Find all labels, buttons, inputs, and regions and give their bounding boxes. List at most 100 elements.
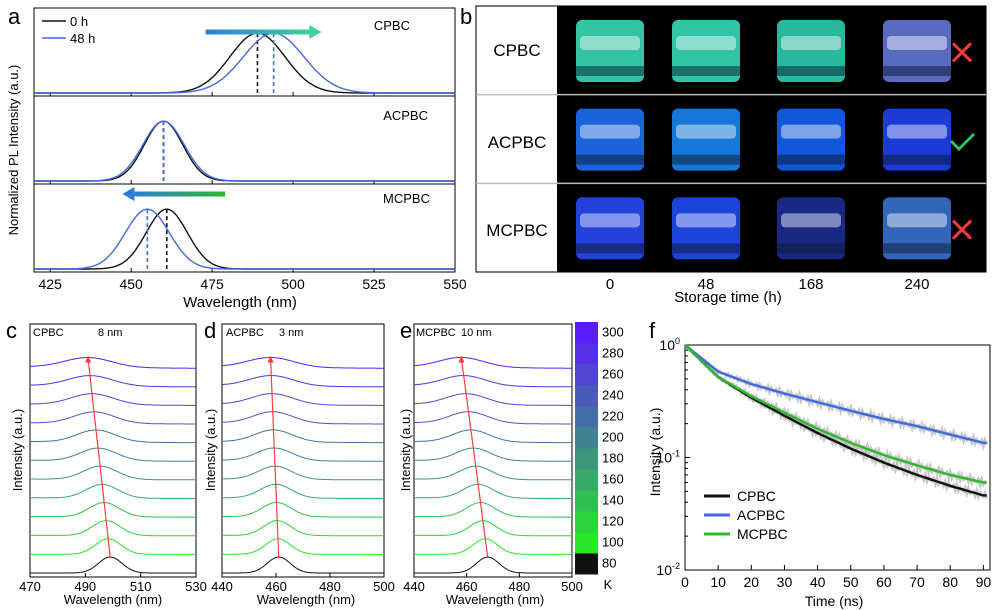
spectrum-80K: [222, 556, 384, 574]
vial-glow-band: [580, 36, 640, 50]
vial-meniscus: [883, 66, 951, 76]
tick-label: 500: [373, 579, 395, 594]
panel-d-label: ACPBC: [226, 327, 264, 339]
spectrum-180K: [414, 465, 572, 481]
colorbar-tick-label: 260: [602, 367, 624, 382]
panel-a-series-0h: [34, 32, 455, 94]
panel-c-ylabel: Intensity (a.u.): [10, 409, 25, 491]
legend-48h: 48 h: [70, 31, 95, 46]
panel-b: 0 48 168 240: [475, 5, 987, 293]
panel-a-tick-label: 550: [443, 276, 467, 292]
legend-0h: 0 h: [70, 14, 88, 29]
vial-mcpbc-48h: [672, 197, 740, 260]
peak-shift-line: [460, 358, 489, 558]
panel-f-legend-label-acpbc: ACPBC: [737, 507, 785, 523]
vial-acpbc-240h: [883, 108, 951, 171]
panel-frame: [29, 323, 197, 578]
spectrum-300K: [221, 356, 384, 369]
panel-b-time-label: 48: [698, 276, 715, 293]
colorbar-tick-label: 180: [602, 451, 624, 466]
panel-f-tick-label: 20: [744, 574, 760, 590]
panel-frame: [413, 323, 573, 578]
panel-f-ytick-label: 100: [659, 336, 680, 353]
panel-f-legend-label-cpbc: CPBC: [737, 488, 776, 504]
panel-f-tick-label: 80: [942, 574, 958, 590]
panel-a-tick-label: 450: [119, 276, 143, 292]
panel-a-tick-label: 525: [362, 276, 386, 292]
temperature-colorbar: 80 100 120 140 160 180 200 220 240 260 280 300: [575, 322, 624, 575]
subplot-label-mcpbc: MCPBC: [383, 191, 430, 206]
panel-f-tick-label: 50: [843, 574, 859, 590]
vial-mcpbc-168h: [777, 197, 845, 260]
spectrum-280K: [29, 375, 196, 388]
colorbar-tick-label: 220: [602, 409, 624, 424]
spectrum-260K: [29, 393, 196, 406]
spectrum-280K: [221, 375, 384, 388]
spectrum-80K: [414, 556, 572, 574]
colorbar-swatch-200K: [575, 427, 598, 449]
vial-acpbc-0h: [576, 108, 644, 171]
tick-label: 440: [211, 579, 233, 594]
panel-f-ytick-exponent: -1: [672, 449, 680, 459]
panel-f-legend-label-mcpbc: MCPBC: [737, 526, 788, 542]
panel-letter-d: d: [204, 318, 216, 343]
vial-meniscus: [672, 243, 740, 254]
colorbar-tick-label: 280: [602, 346, 624, 361]
spectrum-100K: [30, 538, 196, 555]
vial-cpbc-0h: [576, 20, 644, 82]
vial-glow-band: [580, 124, 640, 139]
panel-letter-f: f: [649, 318, 656, 343]
panel-e-label: MCPBC: [416, 327, 456, 339]
cross-mark-icon: [951, 42, 973, 63]
spectrum-260K: [414, 393, 572, 406]
panel-a-shift-arrow: [134, 191, 226, 197]
vial-glow-band: [887, 124, 947, 139]
spectrum-300K: [413, 356, 572, 369]
panel-letter-a: a: [8, 4, 21, 29]
colorbar-swatch-140K: [575, 490, 598, 512]
panel-b-time-label: 0: [606, 276, 614, 293]
peak-shift-arrow-head: [267, 355, 274, 363]
vial-meniscus: [576, 66, 644, 76]
colorbar-tick-label: 100: [602, 535, 624, 550]
vial-glow-band: [676, 124, 736, 139]
spectrum-200K: [222, 447, 384, 462]
tick-label: 460: [265, 579, 287, 594]
panel-letter-e: e: [400, 318, 412, 343]
panel-a-tick-label: 500: [281, 276, 305, 292]
colorbar-swatch-120K: [575, 511, 598, 533]
panel-a-series-0h: [34, 208, 455, 270]
tick-label: 470: [19, 579, 41, 594]
colorbar-tick-label: 160: [602, 472, 624, 487]
panel-a: 425 450 475 500 525 550: [33, 7, 467, 292]
colorbar-tick-label: 120: [602, 514, 624, 529]
panel-c-label: CPBC: [33, 327, 64, 339]
panel-f-tick-label: 60: [876, 574, 892, 590]
panel-a-arrow-head: [122, 187, 135, 201]
panel-a-arrow-head: [309, 25, 322, 39]
vial-meniscus: [672, 66, 740, 76]
panel-letter-c: c: [6, 318, 17, 343]
colorbar-swatch-80K: [575, 553, 598, 575]
peak-shift-arrow-head: [85, 355, 92, 363]
spectrum-220K: [414, 429, 572, 444]
spectrum-180K: [30, 465, 196, 481]
panel-c: 470 490 510 530: [19, 323, 207, 594]
panel-f-tick-label: 10: [710, 574, 726, 590]
vial-glow-band: [887, 36, 947, 50]
panel-c-xlabel: Wavelength (nm): [64, 592, 163, 607]
colorbar-unit: K: [604, 577, 613, 592]
spectrum-240K: [414, 411, 572, 425]
spectrum-120K: [29, 520, 196, 537]
panel-f-xlabel: Time (ns): [805, 593, 864, 609]
panel-f-ytick-label: 10-2: [656, 561, 680, 578]
colorbar-swatch-280K: [575, 343, 598, 365]
colorbar-tick-label: 240: [602, 388, 624, 403]
colorbar-swatch-240K: [575, 385, 598, 407]
peak-shift-arrow-head: [458, 355, 465, 363]
spectrum-80K: [30, 556, 196, 574]
vial-meniscus: [777, 243, 845, 254]
spectrum-160K: [30, 483, 196, 499]
panel-e-xlabel: Wavelength (nm): [446, 592, 545, 607]
panel-a-xlabel: Wavelength (nm): [183, 294, 297, 311]
